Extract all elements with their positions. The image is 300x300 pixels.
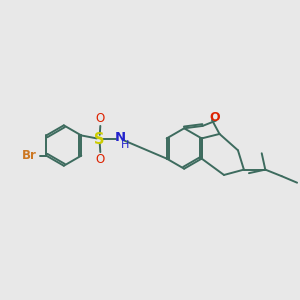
Text: O: O (96, 112, 105, 125)
Text: O: O (96, 153, 105, 166)
Text: O: O (209, 110, 220, 124)
Text: S: S (94, 131, 105, 146)
Text: Br: Br (22, 149, 37, 162)
Text: N: N (115, 131, 126, 144)
Text: H: H (121, 140, 130, 150)
